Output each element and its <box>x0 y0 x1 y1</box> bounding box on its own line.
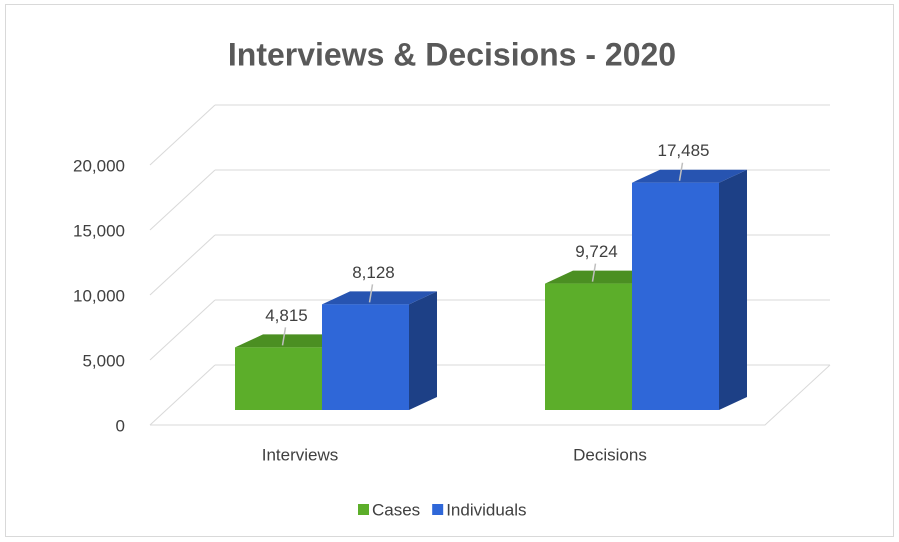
bar-side <box>719 169 747 410</box>
grid-line <box>149 169 216 231</box>
bar <box>322 291 437 410</box>
bar-front <box>235 347 322 410</box>
bar-top <box>235 334 350 348</box>
leader-line <box>591 263 597 282</box>
legend-label: Individuals <box>446 500 526 519</box>
bar-top <box>322 291 437 305</box>
bar-front <box>632 182 719 410</box>
legend-swatch <box>432 504 444 515</box>
legend-swatch <box>358 504 369 515</box>
y-tick-label: 15,000 <box>73 221 125 240</box>
data-label: 9,724 <box>575 242 618 261</box>
leader-line <box>368 284 374 303</box>
data-label: 17,485 <box>658 141 710 160</box>
grid-line <box>149 104 216 166</box>
x-tick-label: Interviews <box>262 445 339 464</box>
bar-side <box>409 291 437 410</box>
chart-title: Interviews & Decisions - 2020 <box>228 36 676 72</box>
grid-line <box>149 299 216 361</box>
bar-front <box>322 304 409 410</box>
data-label: 4,815 <box>265 306 308 325</box>
y-tick-label: 10,000 <box>73 286 125 305</box>
bar-front <box>545 283 632 410</box>
chart-border <box>5 4 894 537</box>
y-tick-label: 0 <box>116 416 125 435</box>
leader-line <box>678 162 684 181</box>
legend-label: Cases <box>372 500 420 519</box>
x-tick-label: Decisions <box>573 445 647 464</box>
bar <box>632 169 747 410</box>
bar-top <box>545 270 660 284</box>
floor <box>150 364 831 426</box>
grid-line <box>149 364 216 426</box>
y-tick-label: 20,000 <box>73 156 125 175</box>
y-tick-label: 5,000 <box>82 351 125 370</box>
leader-line <box>281 327 287 346</box>
data-label: 8,128 <box>352 263 395 282</box>
bar-top <box>632 169 747 183</box>
grid-line <box>149 234 216 296</box>
